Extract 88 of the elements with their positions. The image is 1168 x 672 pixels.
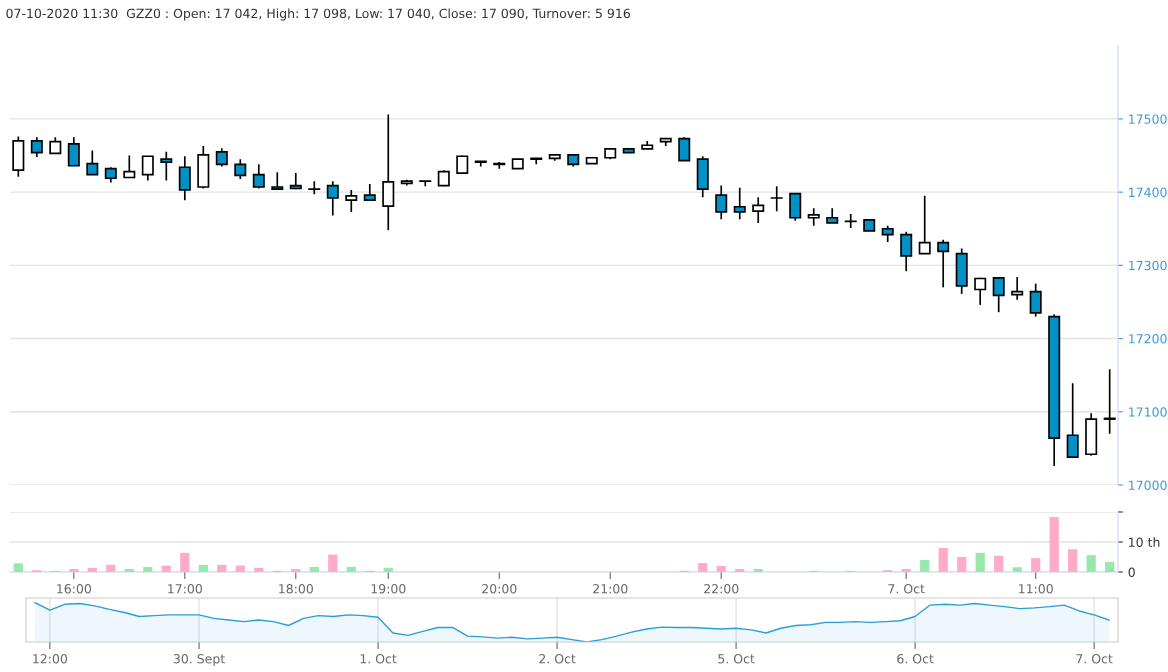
bar	[180, 552, 190, 572]
bar	[328, 554, 338, 572]
x-tick-label: 19:00	[371, 584, 406, 594]
bar	[1012, 567, 1022, 572]
x-tick-label: 30. Sept	[173, 654, 225, 666]
bar	[1068, 549, 1078, 572]
bar	[106, 564, 116, 572]
x-tick-label: 1. Oct	[360, 654, 397, 664]
candlestick	[234, 158, 247, 180]
candlestick	[215, 147, 228, 168]
bar	[309, 566, 319, 572]
candlestick	[252, 163, 265, 190]
candlestick	[1103, 368, 1116, 435]
bar	[753, 569, 763, 572]
x-tick-label: 22:00	[704, 584, 739, 594]
candlestick	[937, 238, 950, 289]
candlestick	[992, 276, 1005, 314]
y-tick-label: 17000	[1129, 480, 1167, 490]
bar	[69, 569, 79, 572]
x-tick-label: 7. Oct	[888, 584, 925, 594]
bar	[87, 567, 97, 572]
candlestick	[1066, 382, 1079, 459]
candlestick	[678, 136, 691, 162]
bar	[1105, 561, 1115, 572]
bar	[383, 567, 393, 572]
y-tick-label: 17300	[1129, 260, 1167, 271]
candlestick	[974, 276, 987, 306]
x-tick-label: 12:00	[33, 654, 68, 664]
y-tick-label: 17400	[1129, 187, 1167, 198]
candlestick	[807, 207, 820, 227]
bar	[254, 567, 264, 572]
candlestick	[178, 155, 191, 202]
bar	[975, 552, 985, 572]
bar	[1031, 558, 1041, 572]
bar	[13, 563, 23, 572]
bar	[291, 569, 301, 572]
bar	[901, 569, 911, 572]
bar	[161, 565, 171, 572]
candlestick	[326, 180, 339, 217]
x-tick-label: 18:00	[279, 584, 313, 594]
candlestick	[900, 230, 913, 273]
x-tick-label: 21:00	[593, 584, 628, 594]
x-tick-label: 17:00	[168, 584, 202, 594]
candlestick	[123, 154, 136, 179]
y-tick-label: 10 th	[1129, 537, 1160, 547]
candlestick	[345, 189, 358, 213]
y-tick-label: 17500	[1129, 114, 1167, 124]
candlestick	[752, 196, 765, 224]
candlestick	[493, 161, 506, 170]
y-tick-label: 0	[1128, 567, 1135, 577]
candlestick	[308, 180, 321, 196]
bar	[957, 557, 967, 572]
candlestick	[67, 136, 80, 167]
candlestick	[271, 171, 284, 191]
bar	[346, 566, 356, 572]
bar	[143, 566, 153, 572]
candlestick	[770, 185, 783, 213]
candlestick	[30, 136, 43, 158]
x-tick-label: 2. Oct	[539, 654, 576, 664]
bar	[217, 564, 227, 572]
bar	[920, 560, 930, 572]
bar	[124, 569, 134, 572]
x-tick-label: 20:00	[482, 584, 517, 594]
bar	[198, 564, 208, 572]
candlestick	[86, 149, 99, 176]
bar	[735, 569, 745, 572]
x-tick-label: 11:00	[1019, 584, 1053, 594]
candlestick	[160, 151, 173, 182]
bar	[994, 555, 1004, 572]
candlestick	[733, 186, 746, 221]
y-tick-label: 17200	[1129, 334, 1167, 344]
x-tick-label: 16:00	[57, 584, 91, 594]
bar	[938, 548, 948, 572]
candlestick	[918, 194, 931, 255]
candlestick	[715, 184, 728, 221]
x-tick-label: 6. Oct	[897, 654, 934, 664]
bar	[698, 563, 708, 572]
x-tick-label: 5. Oct	[718, 654, 755, 664]
y-tick-label: 17100	[1129, 407, 1167, 417]
chart-title: 07-10-2020 11:30 GZZ0 : Open: 17 042, High: 17 098, Low: 17 040, Close: 17 090, Turnover: 5 916	[6, 8, 630, 21]
bar	[716, 566, 726, 572]
bar	[1049, 517, 1059, 572]
candlestick	[1011, 276, 1024, 301]
candlestick	[1029, 282, 1042, 318]
x-tick-label: 7. Oct	[1076, 654, 1113, 664]
bar	[1086, 555, 1096, 572]
candlestick	[141, 155, 154, 182]
bar	[235, 565, 245, 572]
